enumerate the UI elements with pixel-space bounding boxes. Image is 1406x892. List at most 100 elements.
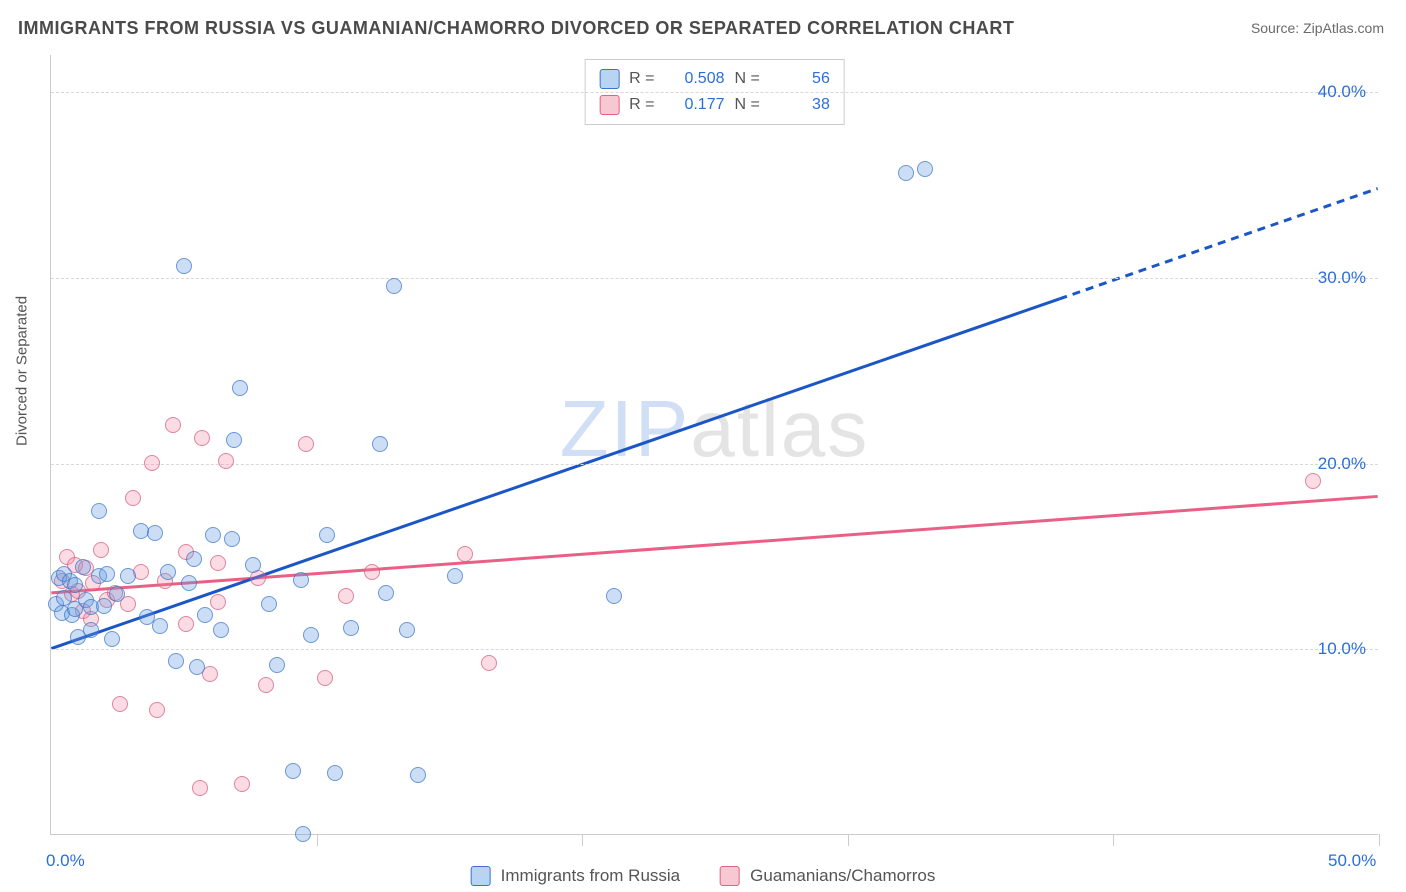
data-point <box>898 165 914 181</box>
data-point <box>386 278 402 294</box>
data-point <box>96 598 112 614</box>
data-point <box>224 531 240 547</box>
y-axis-label: Divorced or Separated <box>14 296 31 446</box>
data-point <box>194 430 210 446</box>
data-point <box>197 607 213 623</box>
data-point <box>165 417 181 433</box>
data-point <box>234 776 250 792</box>
gridline <box>51 464 1378 465</box>
data-point <box>364 564 380 580</box>
swatch-pink <box>599 95 619 115</box>
data-point <box>210 594 226 610</box>
r-value-pink: 0.177 <box>665 92 725 118</box>
scatter-plot: ZIPatlas R = 0.508 N = 56 R = 0.177 N = … <box>50 55 1378 835</box>
source-label: Source: ZipAtlas.com <box>1251 20 1384 36</box>
data-point <box>317 670 333 686</box>
data-point <box>109 586 125 602</box>
data-point <box>293 572 309 588</box>
gridline <box>51 649 1378 650</box>
data-point <box>481 655 497 671</box>
trend-line <box>51 299 1059 649</box>
legend-item-blue: Immigrants from Russia <box>471 866 680 886</box>
data-point <box>147 525 163 541</box>
y-tick-label: 10.0% <box>1318 639 1366 659</box>
gridline <box>51 92 1378 93</box>
data-point <box>144 455 160 471</box>
data-point <box>75 559 91 575</box>
y-tick-label: 20.0% <box>1318 454 1366 474</box>
x-tick <box>1379 834 1380 846</box>
data-point <box>258 677 274 693</box>
gridline <box>51 278 1378 279</box>
x-axis-min-label: 0.0% <box>46 851 85 871</box>
data-point <box>176 258 192 274</box>
legend-label-pink: Guamanians/Chamorros <box>750 866 935 886</box>
data-point <box>178 616 194 632</box>
r-label-pink: R = <box>629 92 654 118</box>
y-tick-label: 30.0% <box>1318 268 1366 288</box>
data-point <box>399 622 415 638</box>
data-point <box>205 527 221 543</box>
data-point <box>104 631 120 647</box>
data-point <box>917 161 933 177</box>
data-point <box>447 568 463 584</box>
x-axis-max-label: 50.0% <box>1328 851 1376 871</box>
data-point <box>160 564 176 580</box>
data-point <box>378 585 394 601</box>
n-label-blue: N = <box>735 66 760 92</box>
x-tick <box>582 834 583 846</box>
data-point <box>112 696 128 712</box>
data-point <box>149 702 165 718</box>
r-label-blue: R = <box>629 66 654 92</box>
data-point <box>67 577 83 593</box>
data-point <box>327 765 343 781</box>
data-point <box>343 620 359 636</box>
swatch-pink-icon <box>720 866 740 886</box>
data-point <box>125 490 141 506</box>
chart-title: IMMIGRANTS FROM RUSSIA VS GUAMANIAN/CHAM… <box>18 18 1014 39</box>
data-point <box>245 557 261 573</box>
data-point <box>186 551 202 567</box>
data-point <box>372 436 388 452</box>
legend-row-pink: R = 0.177 N = 38 <box>599 92 830 118</box>
data-point <box>99 566 115 582</box>
data-point <box>83 622 99 638</box>
swatch-blue-icon <box>471 866 491 886</box>
data-point <box>269 657 285 673</box>
data-point <box>120 568 136 584</box>
series-legend: Immigrants from Russia Guamanians/Chamor… <box>471 866 936 886</box>
data-point <box>298 436 314 452</box>
data-point <box>218 453 234 469</box>
data-point <box>91 503 107 519</box>
legend-label-blue: Immigrants from Russia <box>501 866 680 886</box>
n-label-pink: N = <box>735 92 760 118</box>
data-point <box>192 780 208 796</box>
n-value-blue: 56 <box>770 66 830 92</box>
n-value-pink: 38 <box>770 92 830 118</box>
data-point <box>226 432 242 448</box>
x-tick <box>848 834 849 846</box>
data-point <box>210 555 226 571</box>
x-tick <box>317 834 318 846</box>
legend-row-blue: R = 0.508 N = 56 <box>599 66 830 92</box>
data-point <box>181 575 197 591</box>
data-point <box>606 588 622 604</box>
y-tick-label: 40.0% <box>1318 82 1366 102</box>
data-point <box>457 546 473 562</box>
data-point <box>213 622 229 638</box>
legend-item-pink: Guamanians/Chamorros <box>720 866 935 886</box>
data-point <box>285 763 301 779</box>
data-point <box>410 767 426 783</box>
x-tick <box>1113 834 1114 846</box>
data-point <box>93 542 109 558</box>
data-point <box>232 380 248 396</box>
data-point <box>295 826 311 842</box>
data-point <box>152 618 168 634</box>
data-point <box>261 596 277 612</box>
data-point <box>319 527 335 543</box>
data-point <box>189 659 205 675</box>
data-point <box>1305 473 1321 489</box>
data-point <box>338 588 354 604</box>
data-point <box>303 627 319 643</box>
trend-lines <box>51 55 1378 834</box>
